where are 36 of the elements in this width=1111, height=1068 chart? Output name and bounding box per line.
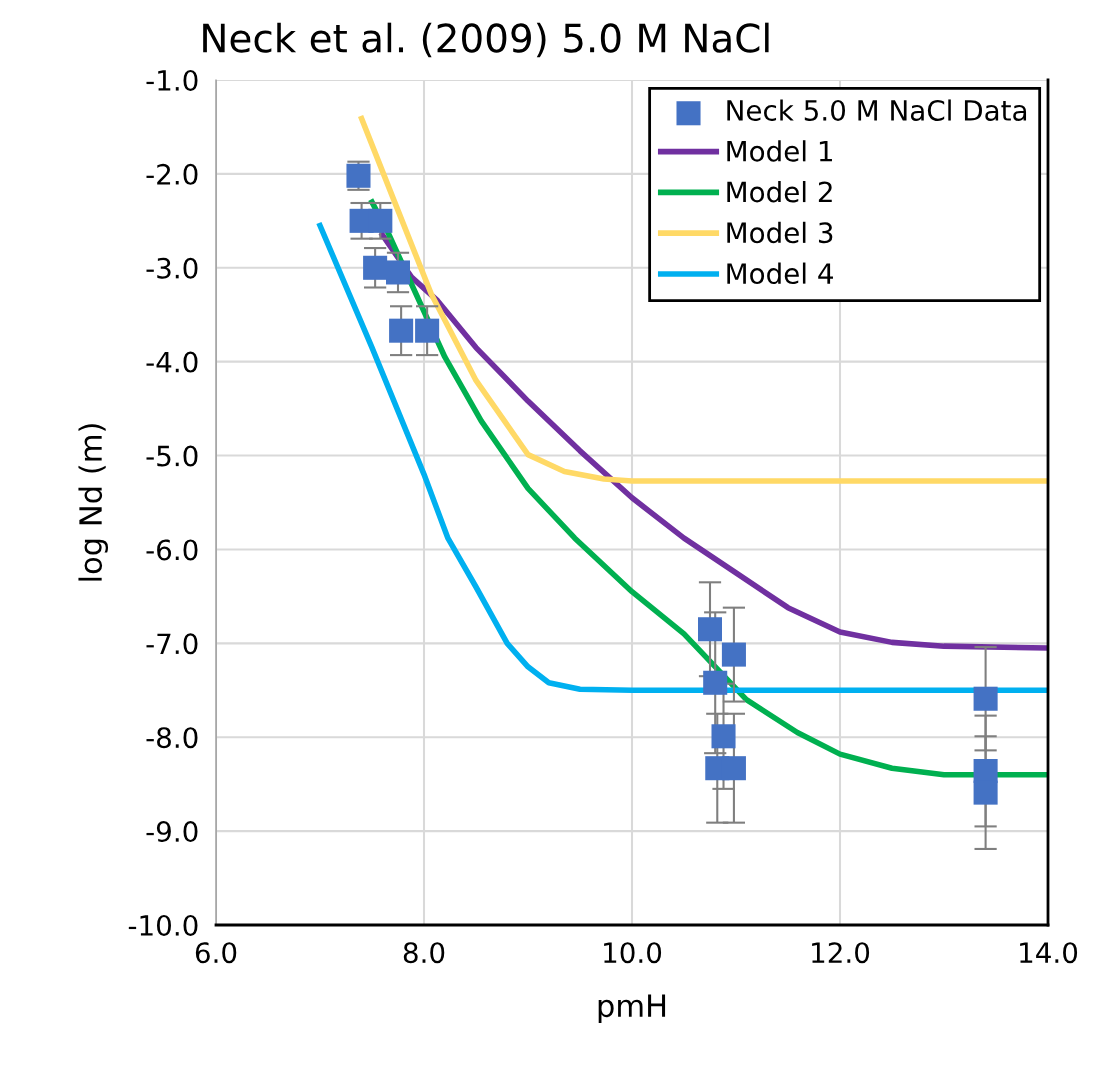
y-tick-label: -4.0	[146, 351, 198, 373]
point	[973, 780, 998, 805]
y-axis-title: log Nd (m)	[78, 424, 109, 581]
point	[973, 758, 998, 784]
y-tick-label: -7.0	[146, 633, 198, 655]
point	[697, 617, 723, 642]
legend-label: Model 1	[727, 140, 832, 162]
legend-label: Model 4	[727, 262, 833, 285]
y-tick-label: -8.0	[146, 727, 198, 749]
x-axis-title: pmH	[598, 994, 666, 1024]
y-tick-label: -6.0	[146, 539, 198, 561]
point	[385, 260, 411, 285]
point	[973, 686, 998, 711]
point	[415, 318, 440, 343]
point	[721, 756, 746, 781]
chart-title: Neck et al. (2009) 5.0 M NaCl	[203, 22, 769, 58]
point	[721, 642, 746, 667]
x-tick-label: 14.0	[1020, 942, 1078, 964]
x-tick-label: 8.0	[403, 942, 445, 964]
legend-label: Model 2	[727, 180, 832, 203]
y-tick-label: -5.0	[146, 445, 198, 467]
point	[389, 318, 414, 343]
y-tick-label: -3.0	[146, 257, 198, 279]
y-tick-label: -10.0	[128, 914, 198, 936]
point	[703, 670, 728, 695]
y-tick-label: -1.0	[146, 69, 198, 91]
y-tick-label: -2.0	[146, 163, 198, 185]
point	[711, 724, 736, 749]
point	[368, 208, 393, 233]
legend-label: Neck 5.0 M NaCl Data	[727, 99, 1027, 121]
point	[363, 255, 388, 280]
x-tick-label: 6.0	[195, 942, 237, 964]
legend-label: Model 3	[727, 221, 833, 244]
y-tick-label: -9.0	[146, 821, 198, 843]
x-tick-label: 10.0	[604, 942, 662, 964]
x-tick-label: 12.0	[812, 942, 870, 964]
